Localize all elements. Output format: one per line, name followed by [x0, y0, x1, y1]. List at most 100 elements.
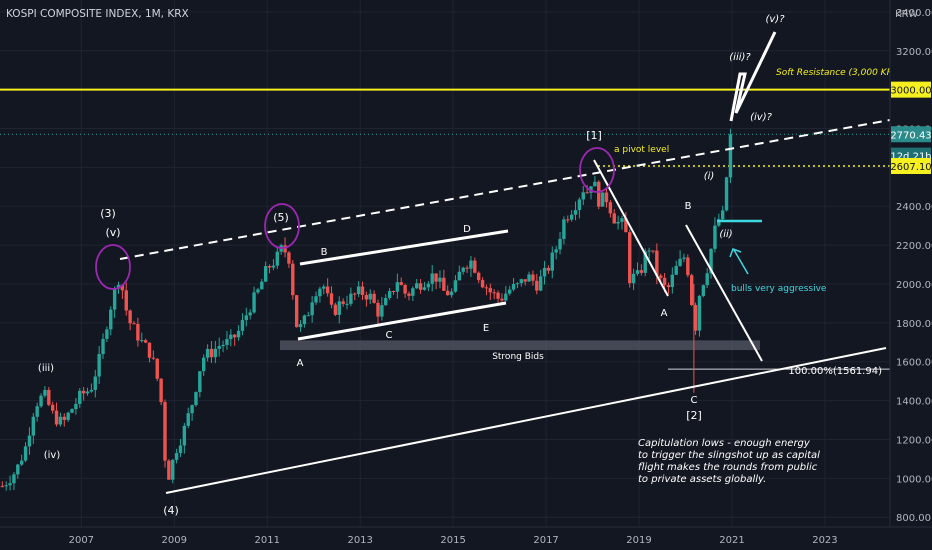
- candle-body: [124, 290, 128, 311]
- strong-bids-zone: [280, 340, 760, 351]
- bulls-arrow: [733, 249, 749, 275]
- candle-body: [109, 309, 113, 330]
- candle-body: [236, 330, 241, 338]
- candle-body: [155, 358, 159, 379]
- capitulation-line: flight makes the rounds from public: [638, 462, 818, 473]
- y-tick-label: 1200.00: [896, 435, 932, 446]
- candle-body: [244, 315, 249, 321]
- x-tick-label: 2009: [162, 535, 187, 546]
- upper-dashed-trendline: [119, 119, 891, 260]
- y-tick-label: 800.00: [896, 513, 931, 524]
- candle-body: [608, 202, 613, 214]
- channel-upper-line: [299, 229, 509, 266]
- pivot-circle: [579, 147, 615, 193]
- candle-body: [167, 460, 171, 480]
- candle-body: [426, 283, 431, 288]
- candle-body: [16, 464, 20, 475]
- candle-body: [415, 283, 419, 289]
- label-b: B: [321, 247, 328, 258]
- candle-body: [62, 416, 66, 420]
- currency-label: KRW: [895, 9, 918, 20]
- candle-body: [143, 340, 148, 343]
- resistance-price-tag: 3000.00: [890, 86, 931, 97]
- candle-body: [345, 303, 349, 305]
- y-tick-label: 2200.00: [896, 241, 932, 252]
- candle-body: [655, 250, 659, 276]
- candle-body: [496, 292, 500, 299]
- candle-body: [318, 288, 322, 297]
- capitulation-line: Capitulation lows - enough energy: [638, 438, 811, 449]
- candle-body: [372, 293, 376, 303]
- candle-body: [705, 273, 709, 286]
- candle-body: [523, 279, 527, 282]
- candle-body: [488, 288, 493, 293]
- candle-body: [314, 296, 318, 303]
- candle-body: [325, 286, 330, 294]
- y-tick-label: 1400.00: [896, 397, 932, 408]
- x-tick-label: 2019: [626, 535, 651, 546]
- x-tick-label: 2021: [719, 535, 744, 546]
- wave-iii-proj-label: (iii)?: [729, 52, 751, 63]
- candle-body: [190, 405, 194, 414]
- wave-a-line: [593, 159, 669, 297]
- fib-level-label: 100.00%(1561.94): [788, 366, 882, 377]
- candle-body: [275, 251, 280, 266]
- candle-body: [728, 134, 733, 178]
- candle-body: [507, 289, 512, 294]
- current-price-tag: 2770.43: [890, 130, 931, 141]
- candle-body: [225, 339, 229, 345]
- candle-body: [581, 192, 585, 200]
- candle-body: [666, 285, 671, 288]
- candle-body: [120, 284, 125, 291]
- candle-body: [713, 225, 717, 249]
- candle-body: [116, 284, 121, 289]
- candle-body: [690, 275, 694, 305]
- candle-body: [97, 354, 101, 377]
- candle-body: [151, 357, 156, 359]
- capitulation-note: Capitulation lows - enough energy to tri…: [638, 438, 820, 485]
- candle-body: [302, 315, 307, 325]
- candle-body: [395, 282, 400, 292]
- candle-body: [403, 285, 407, 294]
- candle-body: [287, 252, 291, 264]
- candle-body: [310, 302, 314, 316]
- candle-body: [174, 453, 179, 460]
- candle-body: [260, 281, 264, 290]
- candle-body: [294, 295, 299, 328]
- candle-body: [353, 293, 357, 295]
- candle-body: [558, 238, 562, 250]
- candle-body: [674, 265, 678, 275]
- wave-annotations: (3) (v) (iii) (iv) (4) (5) A B C D E [1] a pivot lev…: [38, 14, 905, 517]
- capitulation-line: to trigger the slingshot up as capital: [638, 450, 820, 461]
- candle-body: [136, 323, 140, 341]
- candle-body: [50, 404, 55, 411]
- candle-body: [538, 276, 543, 291]
- wave-5-label: (5): [273, 211, 289, 224]
- lower-support-trendline: [165, 347, 887, 494]
- candle-body: [449, 291, 454, 296]
- candle-body: [515, 283, 520, 285]
- candle-body: [461, 267, 465, 272]
- wave-3-label: (3): [100, 207, 116, 220]
- candle-body: [604, 192, 609, 203]
- soft-resistance-note: Soft Resistance (3,000 KRW): [776, 68, 905, 78]
- countdown-tag: 12d 21h: [890, 152, 931, 163]
- wave-iv-proj-label: (iv)?: [750, 112, 772, 123]
- wave-4-label: (4): [163, 504, 179, 517]
- wave-i-label: (i): [704, 171, 715, 182]
- candle-body: [147, 342, 152, 358]
- candle-body: [422, 287, 427, 290]
- candle-body: [256, 289, 260, 293]
- candle-body: [93, 376, 97, 390]
- candle-body: [639, 270, 644, 273]
- candle-body: [380, 305, 384, 317]
- candle-body: [232, 334, 237, 338]
- candle-body: [573, 210, 578, 215]
- candle-body: [384, 297, 388, 306]
- candle-body: [438, 277, 442, 282]
- candle-body: [341, 301, 345, 304]
- candle-body: [717, 219, 721, 226]
- candle-body: [628, 232, 632, 284]
